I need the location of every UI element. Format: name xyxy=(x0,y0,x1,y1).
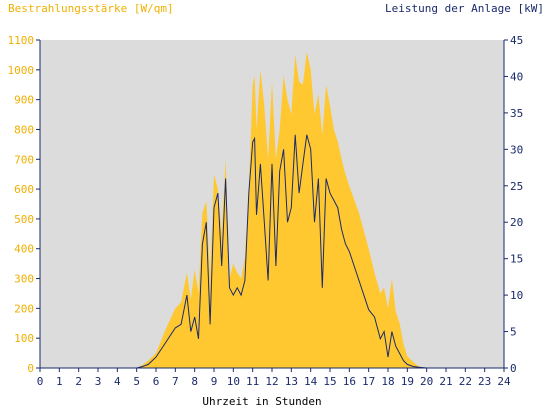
x-tick-label: 15 xyxy=(323,375,336,388)
right-tick-label: 15 xyxy=(510,253,523,266)
x-tick-label: 16 xyxy=(343,375,356,388)
x-tick-label: 5 xyxy=(133,375,140,388)
x-tick-label: 19 xyxy=(401,375,414,388)
x-axis-ticks: 0 1 2 3 4 5 6 7 8 9 10 11 12 13 14 15 16 17 18 19 20 21 22 23 24 xyxy=(37,368,511,388)
x-tick-label: 2 xyxy=(75,375,82,388)
x-tick-label: 24 xyxy=(497,375,511,388)
right-tick-label: 5 xyxy=(510,326,517,339)
x-tick-label: 0 xyxy=(37,375,44,388)
right-tick-label: 30 xyxy=(510,143,523,156)
x-tick-label: 9 xyxy=(211,375,218,388)
x-axis-title: Uhrzeit in Stunden xyxy=(202,395,321,408)
x-tick-label: 13 xyxy=(285,375,298,388)
left-tick-label: 1100 xyxy=(8,34,35,47)
x-tick-label: 23 xyxy=(478,375,491,388)
left-tick-label: 800 xyxy=(14,123,34,136)
right-tick-label: 45 xyxy=(510,34,523,47)
right-axis-ticks: 0 5 10 15 20 25 30 35 40 45 xyxy=(504,34,523,375)
irradiance-area xyxy=(40,51,504,369)
right-tick-label: 35 xyxy=(510,107,523,120)
right-tick-label: 25 xyxy=(510,180,523,193)
left-tick-label: 0 xyxy=(27,362,34,375)
x-tick-label: 1 xyxy=(56,375,63,388)
x-tick-label: 8 xyxy=(191,375,198,388)
x-tick-label: 20 xyxy=(420,375,433,388)
left-tick-label: 200 xyxy=(14,302,34,315)
x-tick-label: 22 xyxy=(459,375,472,388)
x-tick-label: 4 xyxy=(114,375,121,388)
left-tick-label: 400 xyxy=(14,243,34,256)
right-tick-label: 0 xyxy=(510,362,517,375)
left-axis-title: Bestrahlungsstärke [W/qm] xyxy=(8,2,174,15)
x-tick-label: 7 xyxy=(172,375,179,388)
x-tick-label: 6 xyxy=(153,375,160,388)
power-line xyxy=(40,134,504,369)
left-tick-label: 900 xyxy=(14,94,34,107)
x-tick-label: 3 xyxy=(95,375,102,388)
left-tick-label: 300 xyxy=(14,273,34,286)
x-tick-label: 21 xyxy=(439,375,452,388)
right-axis-title: Leistung der Anlage [kW] xyxy=(385,2,544,15)
x-tick-label: 17 xyxy=(362,375,375,388)
left-tick-label: 600 xyxy=(14,183,34,196)
left-axis-ticks: 0 100 200 300 400 500 600 700 800 900 1000 1100 xyxy=(8,34,40,375)
x-tick-label: 12 xyxy=(265,375,278,388)
x-tick-label: 10 xyxy=(227,375,240,388)
right-tick-label: 40 xyxy=(510,70,523,83)
x-tick-label: 18 xyxy=(381,375,394,388)
left-tick-label: 1000 xyxy=(8,64,35,77)
right-tick-label: 10 xyxy=(510,289,523,302)
x-tick-label: 14 xyxy=(304,375,318,388)
left-tick-label: 700 xyxy=(14,153,34,166)
left-tick-label: 500 xyxy=(14,213,34,226)
left-tick-label: 100 xyxy=(14,332,34,345)
right-tick-label: 20 xyxy=(510,216,523,229)
x-tick-label: 11 xyxy=(246,375,259,388)
